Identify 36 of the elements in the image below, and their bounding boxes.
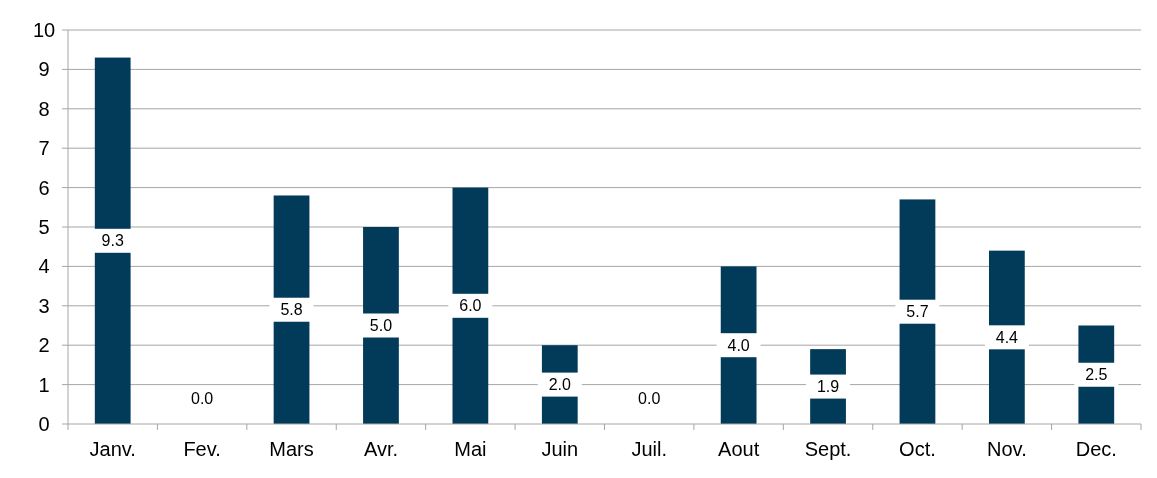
y-tick-label: 6 xyxy=(38,176,50,199)
y-tick-label: 1 xyxy=(38,373,50,396)
data-label: 4.4 xyxy=(995,328,1019,346)
data-label: 1.9 xyxy=(816,378,840,396)
x-tick-label: Dec. xyxy=(1075,438,1117,460)
data-label: 2.0 xyxy=(548,376,572,394)
data-label: 5.0 xyxy=(369,317,393,334)
x-tick-label: Mars xyxy=(269,438,314,460)
data-label: 5.8 xyxy=(280,301,303,319)
data-label: 9.3 xyxy=(101,232,124,250)
x-tick-label: Avr. xyxy=(363,438,399,460)
y-tick-label: 5 xyxy=(38,216,50,238)
x-tick-label: Sept. xyxy=(804,438,852,460)
y-tick-label: 7 xyxy=(38,137,50,160)
x-tick-label: Janv. xyxy=(89,438,136,460)
data-label: 5.7 xyxy=(906,303,929,321)
y-tick-label: 2 xyxy=(38,334,50,357)
y-tick-label: 10 xyxy=(32,19,56,41)
y-tick-label: 9 xyxy=(38,58,50,81)
x-tick-label: Oct. xyxy=(899,438,936,460)
y-tick-label: 4 xyxy=(38,255,50,278)
x-tick-label: Fev. xyxy=(183,438,221,460)
data-label: 6.0 xyxy=(459,297,482,315)
y-tick-label: 3 xyxy=(38,294,50,317)
data-label: 0.0 xyxy=(638,389,661,407)
y-tick-label: 0 xyxy=(38,413,50,435)
y-tick-label: 8 xyxy=(38,97,50,120)
x-tick-label: Nov. xyxy=(987,438,1027,460)
x-tick-label: Aout xyxy=(718,438,760,460)
x-tick-label: Mai xyxy=(454,438,487,460)
x-tick-label: Juin xyxy=(541,438,579,460)
bar xyxy=(94,57,131,424)
data-label: 0.0 xyxy=(191,389,214,407)
x-tick-label: Juil. xyxy=(631,438,667,460)
data-label: 2.5 xyxy=(1085,366,1108,384)
data-label: 4.0 xyxy=(727,336,750,354)
